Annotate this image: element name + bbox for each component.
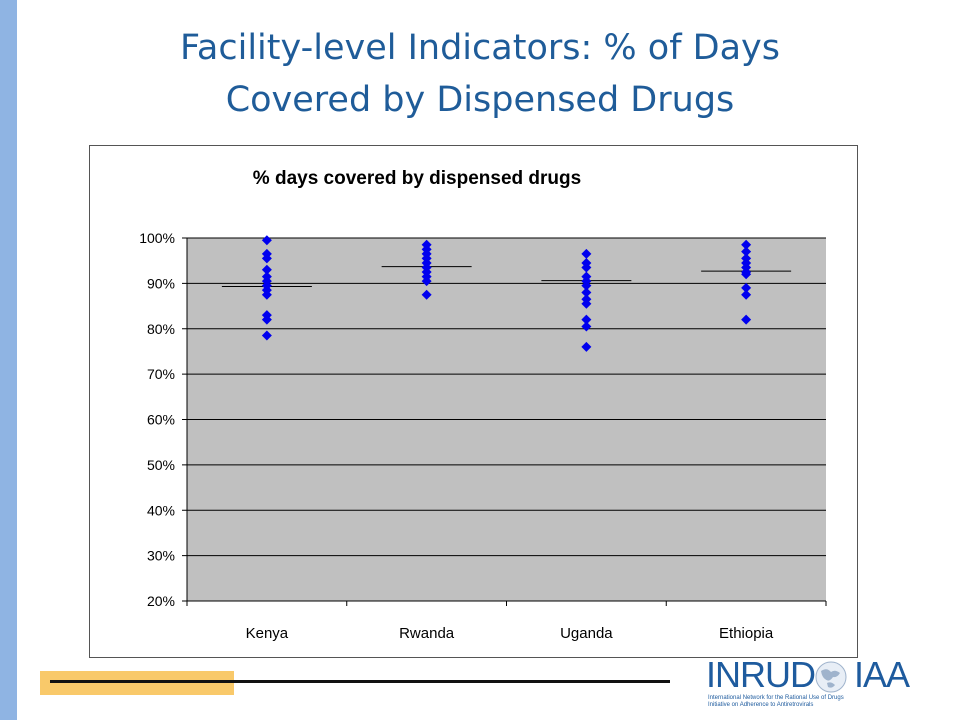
- x-tick-label: Ethiopia: [719, 625, 774, 642]
- y-tick-label: 80%: [147, 321, 175, 337]
- data-point: [741, 289, 752, 300]
- slide-title: Facility-level Indicators: % of Days Cov…: [60, 22, 900, 126]
- data-point: [741, 246, 752, 257]
- data-point: [581, 248, 592, 259]
- data-point: [581, 341, 592, 352]
- slide-title-line-1: Facility-level Indicators: % of Days: [180, 28, 780, 68]
- data-point: [261, 289, 272, 300]
- x-tick-label: Kenya: [246, 625, 289, 642]
- data-point: [741, 282, 752, 293]
- y-tick-label: 60%: [147, 412, 175, 428]
- slide-title-line-2: Covered by Dispensed Drugs: [225, 80, 735, 120]
- y-tick-label: 70%: [147, 366, 175, 382]
- footer-rule: [50, 680, 670, 683]
- logo-tagline-2: Initiative on Adherence to Antiretrovira…: [708, 702, 814, 708]
- scatter-chart: % days covered by dispensed drugs 20% 30%…: [139, 168, 827, 642]
- y-tick-label: 90%: [147, 275, 175, 291]
- logo-tagline-1: International Network for the Rational U…: [708, 695, 844, 701]
- data-point: [741, 239, 752, 250]
- data-point: [741, 314, 752, 325]
- x-tick-label: Uganda: [560, 625, 613, 642]
- data-point: [261, 235, 272, 246]
- plot-area: 20% 30% 40% 50% 60% 70% 80% 90% 100% Kenya Rwanda U…: [139, 230, 827, 642]
- y-tick-label: 20%: [147, 593, 175, 609]
- data-point: [261, 253, 272, 264]
- chart-frame: % days covered by dispensed drugs 20% 30%…: [89, 145, 858, 658]
- data-point: [261, 264, 272, 275]
- globe-icon: [815, 661, 847, 693]
- data-point: [581, 298, 592, 309]
- data-point: [581, 321, 592, 332]
- data-point: [741, 269, 752, 280]
- x-tick-label: Rwanda: [399, 625, 455, 642]
- data-point: [261, 330, 272, 341]
- data-point: [581, 262, 592, 273]
- data-point: [421, 276, 432, 287]
- y-tick-label: 100%: [139, 230, 175, 246]
- data-point: [261, 314, 272, 325]
- y-tick-label: 50%: [147, 457, 175, 473]
- logo-tagline: International Network for the Rational U…: [708, 695, 844, 709]
- logo-iaa-text: IAA: [854, 654, 910, 695]
- data-point: [421, 289, 432, 300]
- chart-title: % days covered by dispensed drugs: [253, 168, 581, 189]
- data-point: [581, 314, 592, 325]
- data-point: [581, 287, 592, 298]
- data-point: [581, 280, 592, 291]
- logo-inrud-text: INRUD: [706, 654, 816, 695]
- y-tick-label: 30%: [147, 548, 175, 564]
- footer-gold-bar: [40, 671, 234, 695]
- left-accent-bar: [0, 0, 17, 720]
- y-tick-label: 40%: [147, 502, 175, 518]
- inrud-iaa-logo: INRUD IAA International Network for the …: [706, 655, 946, 715]
